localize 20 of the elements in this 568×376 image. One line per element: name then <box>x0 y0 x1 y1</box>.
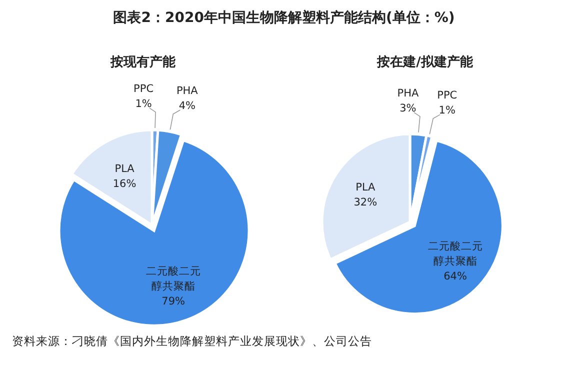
data-label: 32% <box>354 196 378 209</box>
slice-label: 二元酸二元醇共聚酯 <box>428 240 483 268</box>
slice-label: PHA <box>176 85 199 97</box>
slice-label: PHA <box>397 87 420 100</box>
chart-subtitle: 按现有产能 <box>110 54 176 70</box>
chart-subtitle: 按在建/拟建产能 <box>376 54 474 70</box>
data-label: 16% <box>112 178 136 190</box>
slice-label: PLA <box>114 163 136 176</box>
data-label: 1% <box>135 98 152 110</box>
slice-label: PLA <box>356 182 376 194</box>
data-label: 4% <box>178 100 196 112</box>
text: 资料来源：刁晓倩《国内外生物降解塑料产业发展现状》、公司公告 <box>12 334 372 348</box>
data-label: 79% <box>162 295 186 308</box>
slice-label: PPC <box>437 90 458 102</box>
text: 图表2：2020年中国生物降解塑料产能结构(单位：%) <box>113 9 455 26</box>
data-label: 64% <box>444 270 467 282</box>
data-label: 1% <box>438 104 456 117</box>
data-label: 3% <box>400 102 416 114</box>
slice-label: PPC <box>134 83 154 96</box>
slice-label: 二元酸二元醇共聚酯 <box>146 265 201 292</box>
